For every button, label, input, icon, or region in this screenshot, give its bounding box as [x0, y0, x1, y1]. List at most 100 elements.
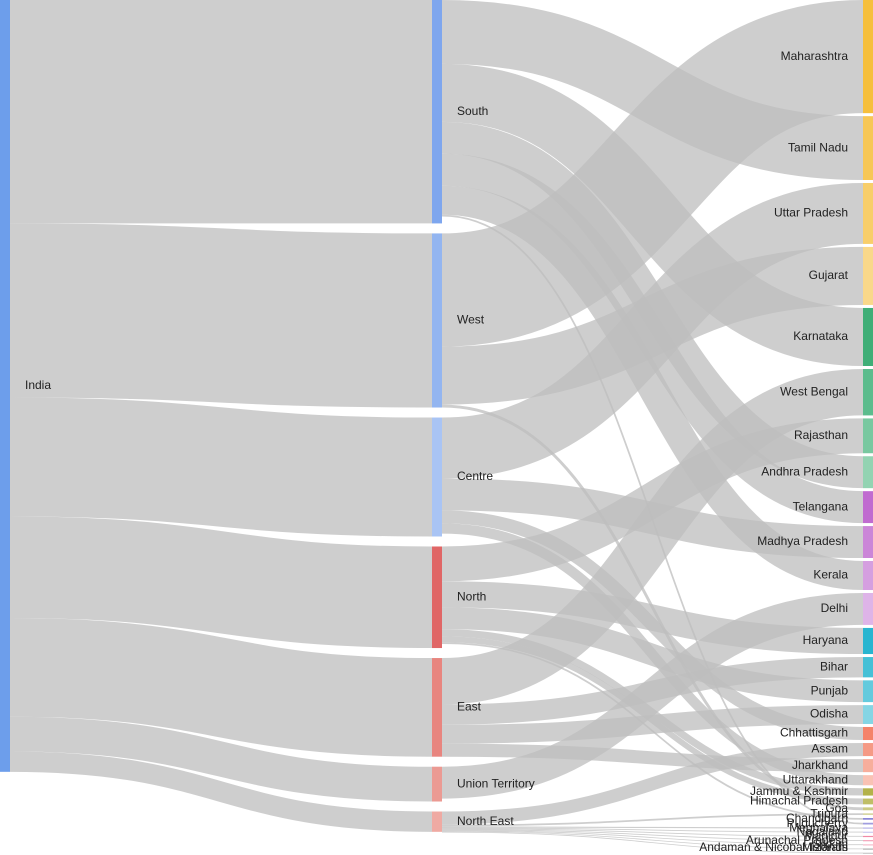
links-layer	[9, 0, 865, 854]
label-kerala: Kerala	[813, 568, 848, 582]
label-odisha: Odisha	[810, 707, 848, 721]
link-east-to-jharkhand	[441, 743, 864, 773]
label-south: South	[457, 104, 488, 118]
link-south-to-tamil-nadu	[441, 0, 864, 180]
labels-layer: India South West Centre North East Union Terri…	[25, 49, 849, 854]
label-bihar: Bihar	[820, 659, 848, 673]
link-north-east-to-manipur	[441, 828, 864, 837]
label-nagaland: Nagaland	[797, 824, 848, 838]
node-manipur	[863, 835, 873, 838]
node-east	[432, 658, 442, 757]
node-tripura	[863, 813, 873, 816]
link-north-to-punjab	[441, 607, 864, 703]
link-north-east-to-mizoram	[441, 830, 864, 850]
label-north: North	[457, 589, 486, 603]
label-union-territory: Union Territory	[457, 776, 535, 790]
node-jammu-and-kashmir	[863, 788, 873, 796]
node-karnataka	[863, 307, 873, 366]
label-karnataka: Karnataka	[793, 329, 848, 343]
label-india: India	[25, 378, 51, 392]
label-sikkim: Sikkim	[813, 837, 848, 851]
node-uttar-pradesh	[863, 182, 873, 244]
label-tripura: Tripura	[810, 806, 848, 820]
label-rajasthan: Rajasthan	[794, 428, 848, 442]
label-punjab: Punjab	[811, 683, 849, 697]
link-india-to-west	[9, 223, 433, 408]
label-puducherry: Puducherry	[787, 816, 848, 830]
label-madhya-pradesh: Madhya Pradesh	[757, 534, 848, 548]
label-andhra-pradesh: Andhra Pradesh	[761, 464, 848, 478]
node-delhi	[863, 593, 873, 625]
node-andaman-and-nicobar-islands	[863, 852, 873, 854]
node-assam	[863, 743, 873, 757]
node-rajasthan	[863, 418, 873, 454]
node-maharashtra	[863, 0, 873, 114]
node-himachal-pradesh	[863, 798, 873, 805]
link-north-east-to-tripura	[441, 813, 864, 827]
link-north-east-to-nagaland	[441, 827, 864, 833]
label-maharashtra: Maharashtra	[781, 49, 849, 63]
node-north-east	[432, 811, 442, 832]
node-gujarat	[863, 246, 873, 305]
link-north-to-haryana	[441, 581, 864, 655]
link-india-to-centre	[9, 397, 433, 537]
node-uttarakhand	[863, 775, 873, 786]
node-jharkhand	[863, 759, 873, 773]
link-india-to-north-east	[9, 751, 433, 832]
label-uttarakhand: Uttarakhand	[783, 772, 848, 786]
label-mizoram: Mizoram	[802, 840, 848, 854]
node-india	[0, 0, 10, 772]
link-india-to-north	[9, 516, 433, 649]
node-arunachal-pradesh	[863, 840, 873, 842]
node-sikkim	[863, 844, 873, 846]
node-north	[432, 546, 442, 649]
link-union-territory-to-delhi	[441, 593, 864, 799]
node-centre	[432, 417, 442, 537]
link-east-to-west-bengal	[441, 368, 864, 705]
label-north-east: North East	[457, 814, 514, 828]
label-manipur: Manipur	[805, 829, 848, 843]
node-puducherry	[863, 822, 873, 825]
node-mizoram	[863, 848, 873, 850]
link-north-east-to-sikkim	[441, 830, 864, 846]
node-tamil-nadu	[863, 116, 873, 180]
label-meghalaya: Meghalaya	[789, 820, 848, 834]
label-east: East	[457, 700, 482, 714]
label-delhi: Delhi	[821, 601, 848, 615]
label-gujarat: Gujarat	[809, 268, 849, 282]
label-andaman-and-nicobar-islands: Andaman & Nicobar Islands	[699, 840, 848, 854]
label-arunachal-pradesh: Arunachal Pradesh	[746, 833, 848, 847]
node-kerala	[863, 560, 873, 591]
label-haryana: Haryana	[803, 633, 849, 647]
label-west-bengal: West Bengal	[780, 384, 848, 398]
node-west	[432, 233, 442, 408]
node-west-bengal	[863, 368, 873, 416]
link-east-to-odisha	[441, 705, 864, 744]
label-uttar-pradesh: Uttar Pradesh	[774, 206, 848, 220]
node-meghalaya	[863, 827, 873, 829]
label-chhattisgarh: Chhattisgarh	[780, 726, 848, 740]
node-nagaland	[863, 831, 873, 833]
node-chhattisgarh	[863, 726, 873, 741]
link-india-to-union-territory	[9, 716, 433, 802]
node-south	[432, 0, 442, 224]
label-telangana: Telangana	[793, 499, 849, 513]
label-tamil-nadu: Tamil Nadu	[788, 140, 848, 154]
node-haryana	[863, 627, 873, 655]
label-jammu-and-kashmir: Jammu & Kashmir	[750, 784, 848, 798]
label-goa: Goa	[825, 801, 848, 815]
label-centre: Centre	[457, 469, 493, 483]
link-west-to-maharashtra	[440, 0, 865, 347]
link-north-east-to-assam	[441, 743, 864, 825]
node-chandigarh	[863, 818, 873, 820]
node-andhra-pradesh	[863, 456, 873, 489]
label-himachal-pradesh: Himachal Pradesh	[750, 794, 848, 808]
node-bihar	[863, 657, 873, 678]
node-madhya-pradesh	[863, 526, 873, 558]
node-odisha	[863, 705, 873, 724]
link-centre-to-uttar-pradesh	[441, 182, 864, 479]
link-india-to-east	[9, 618, 433, 757]
label-west: West	[457, 313, 485, 327]
